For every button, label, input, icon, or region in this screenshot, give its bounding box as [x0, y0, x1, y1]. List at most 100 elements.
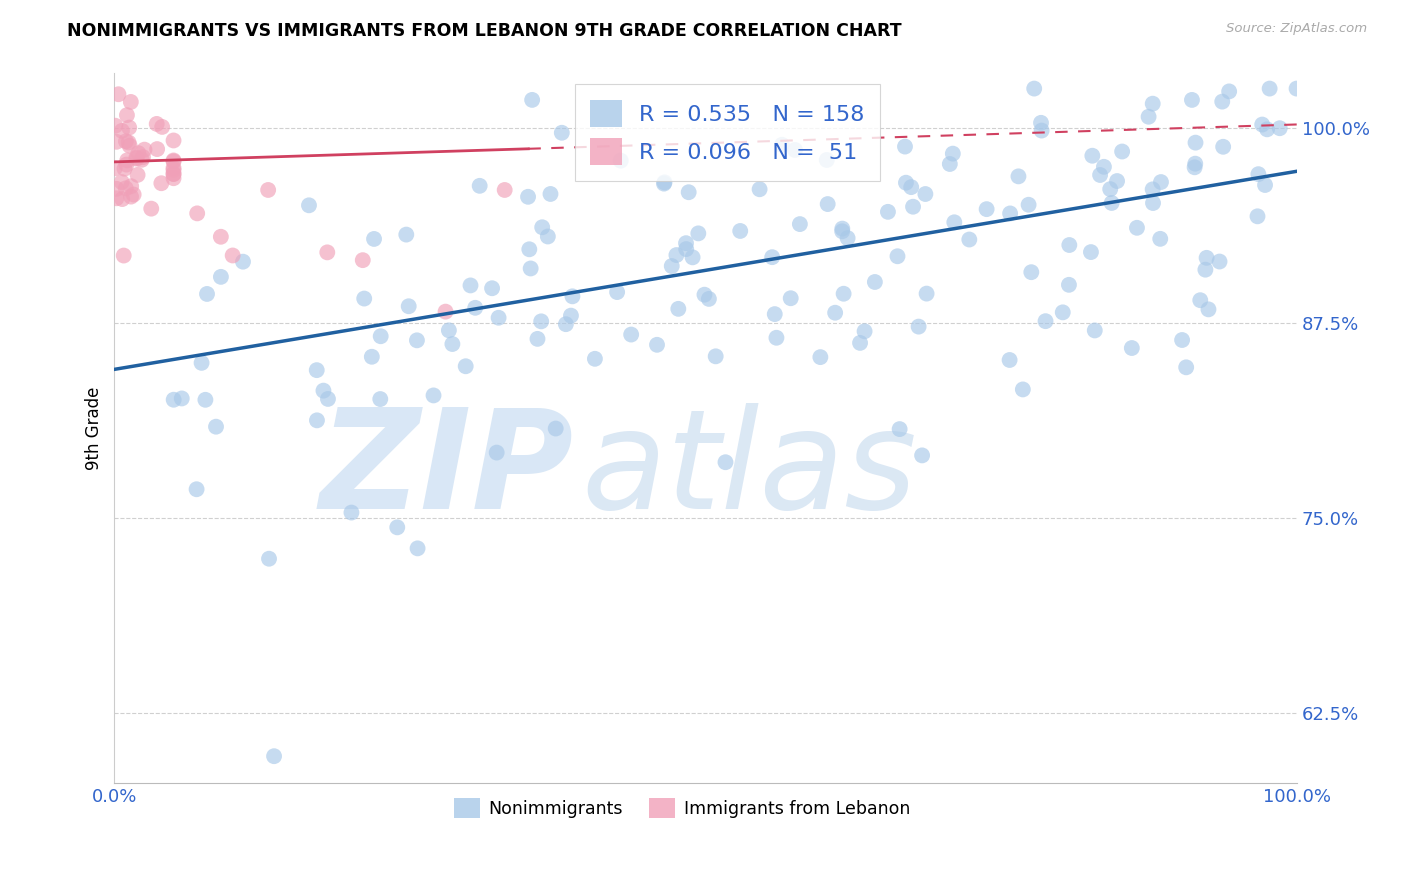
Point: [312, 384, 335, 398]
Point: [150, 176, 173, 190]
Point: [162, 133, 184, 147]
Point: [678, 186, 700, 200]
Point: [363, 232, 385, 246]
Point: [817, 197, 839, 211]
Point: [120, 179, 142, 194]
Point: [1031, 123, 1053, 137]
Point: [530, 314, 553, 328]
Point: [1126, 220, 1149, 235]
Point: [305, 413, 328, 427]
Point: [783, 143, 806, 157]
Point: [162, 163, 184, 178]
Point: [316, 392, 339, 406]
Point: [170, 392, 193, 406]
Point: [464, 301, 486, 315]
Point: [162, 171, 184, 186]
Point: [1029, 116, 1052, 130]
Point: [146, 142, 169, 156]
Point: [150, 120, 173, 134]
Point: [1107, 174, 1129, 188]
Point: [606, 285, 628, 299]
Point: [352, 253, 374, 268]
Point: [1092, 160, 1115, 174]
Point: [540, 186, 562, 201]
Point: [544, 421, 567, 435]
Point: [728, 224, 751, 238]
Y-axis label: 9th Grade: 9th Grade: [86, 386, 103, 469]
Point: [162, 167, 184, 181]
Point: [654, 175, 676, 189]
Point: [693, 287, 716, 301]
Point: [914, 187, 936, 202]
Point: [1149, 232, 1171, 246]
Point: [765, 331, 787, 345]
Point: [849, 335, 872, 350]
Point: [205, 419, 228, 434]
Point: [1142, 182, 1164, 196]
Point: [117, 136, 139, 150]
Point: [370, 329, 392, 343]
Point: [111, 124, 134, 138]
Point: [141, 202, 163, 216]
Point: [1018, 198, 1040, 212]
Point: [943, 215, 966, 229]
Point: [115, 153, 138, 168]
Point: [957, 233, 980, 247]
Point: [125, 152, 148, 166]
Point: [195, 287, 218, 301]
Point: [104, 161, 127, 176]
Point: [422, 388, 444, 402]
Point: [1084, 323, 1107, 337]
Point: [520, 93, 543, 107]
Point: [675, 242, 697, 256]
Point: [519, 261, 541, 276]
Point: [779, 291, 801, 305]
Point: [122, 187, 145, 202]
Point: [1121, 341, 1143, 355]
Point: [1198, 302, 1220, 317]
Point: [1258, 81, 1281, 95]
Point: [134, 143, 156, 157]
Point: [406, 334, 429, 348]
Point: [316, 245, 339, 260]
Point: [620, 327, 643, 342]
Point: [145, 117, 167, 131]
Point: [1184, 136, 1206, 150]
Point: [305, 363, 328, 377]
Point: [907, 319, 929, 334]
Point: [832, 286, 855, 301]
Point: [561, 289, 583, 303]
Point: [105, 135, 128, 149]
Point: [120, 189, 142, 203]
Text: ZIP: ZIP: [319, 403, 574, 538]
Point: [1035, 314, 1057, 328]
Point: [770, 137, 793, 152]
Point: [111, 192, 134, 206]
Point: [537, 229, 560, 244]
Point: [105, 182, 128, 196]
Point: [353, 292, 375, 306]
Point: [1052, 305, 1074, 319]
Point: [554, 317, 576, 331]
Point: [915, 286, 938, 301]
Point: [609, 153, 631, 168]
Point: [186, 482, 208, 496]
Point: [517, 242, 540, 256]
Text: NONIMMIGRANTS VS IMMIGRANTS FROM LEBANON 9TH GRADE CORRELATION CHART: NONIMMIGRANTS VS IMMIGRANTS FROM LEBANON…: [67, 22, 903, 40]
Point: [125, 151, 148, 165]
Point: [460, 278, 482, 293]
Point: [488, 310, 510, 325]
Point: [1059, 238, 1081, 252]
Point: [112, 248, 135, 262]
Point: [1175, 360, 1198, 375]
Point: [131, 153, 153, 167]
Point: [298, 198, 321, 212]
Point: [661, 259, 683, 273]
Point: [1195, 251, 1218, 265]
Point: [894, 139, 917, 153]
Point: [127, 168, 149, 182]
Point: [675, 236, 697, 251]
Point: [434, 304, 457, 318]
Point: [360, 350, 382, 364]
Point: [761, 250, 783, 264]
